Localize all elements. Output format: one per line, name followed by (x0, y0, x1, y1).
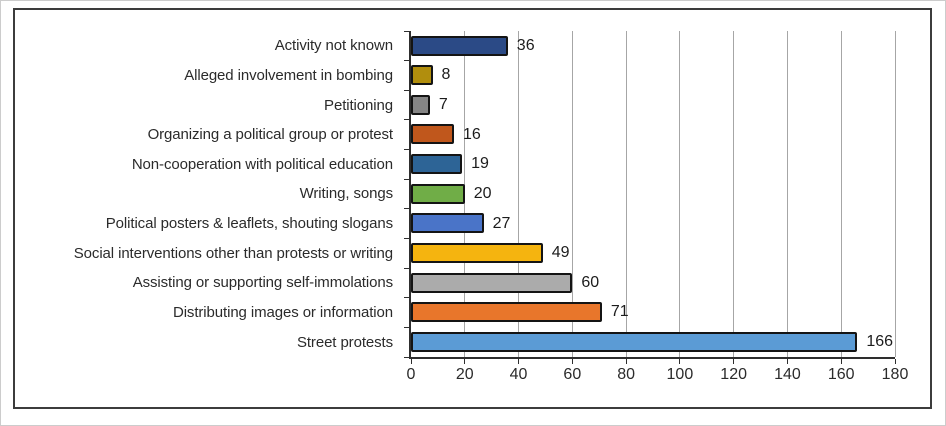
y-axis-tick (404, 237, 409, 239)
bar-row: 36 (411, 31, 895, 61)
y-axis-tick (404, 267, 409, 269)
category-label: Alleged involvement in bombing (184, 66, 393, 84)
x-tick-label-100: 100 (666, 366, 694, 383)
bar-row: 27 (411, 209, 895, 239)
x-tick-label-120: 120 (720, 366, 748, 383)
bar-chart-frame: Activity not known Alleged involvement in… (13, 8, 932, 409)
y-axis-tick (404, 60, 409, 62)
plot-area: 0 20 40 60 80 100 120 140 160 180 36 8 7 16 19 20 27 49 60… (404, 30, 908, 383)
bar-row: 60 (411, 268, 895, 298)
x-tick-label-80: 80 (617, 366, 636, 383)
bar-petitioning (411, 94, 430, 115)
bar-row: 20 (411, 179, 895, 209)
bar-activity-not-known (411, 35, 508, 56)
y-axis-tick (404, 149, 409, 151)
x-axis-tick-80 (625, 359, 627, 364)
bar-social-interventions-other-than-protests-or-writing (411, 242, 543, 263)
y-axis-tick (404, 30, 409, 32)
bar-street-protests (411, 331, 858, 352)
bar-row: 49 (411, 238, 895, 268)
category-label: Writing, songs (299, 185, 393, 203)
bar-writing-songs (411, 183, 465, 204)
gridline-60 (571, 31, 573, 357)
category-label: Distributing images or information (172, 303, 393, 321)
y-axis-tick (404, 356, 409, 358)
bar-value-label: 8 (441, 66, 451, 84)
y-axis-tick (404, 326, 409, 328)
x-tick-label-180: 180 (881, 366, 909, 383)
bar-organizing-a-political-group-or-protest (411, 124, 455, 145)
bar-row: 71 (411, 298, 895, 328)
gridline-20 (464, 31, 466, 357)
bar-value-label: 27 (492, 214, 511, 232)
gridline-180 (894, 31, 896, 357)
bar-value-label: 49 (551, 244, 570, 262)
gridline-140 (786, 31, 788, 357)
bar-value-label: 16 (463, 125, 481, 143)
bar-distributing-images-or-information (411, 302, 602, 323)
x-axis-tick-140 (786, 359, 788, 364)
category-label: Organizing a political group or protest (147, 126, 394, 144)
category-label: Petitioning (324, 96, 393, 114)
bar-value-label: 60 (581, 273, 600, 291)
bar-value-label: 19 (471, 155, 489, 173)
bar-value-label: 166 (866, 333, 894, 351)
bar-alleged-involvement-in-bombing (411, 65, 433, 86)
category-label: Assisting or supporting self-immolations (132, 274, 393, 292)
x-axis-tick-20 (464, 359, 466, 364)
bar-political-posters-leaflets-shouting-slogans (411, 213, 484, 234)
x-tick-label-140: 140 (774, 366, 801, 383)
category-label: Activity not known (274, 37, 393, 55)
x-axis-tick-40 (518, 359, 520, 364)
y-axis-tick (404, 297, 409, 299)
bar-assisting-or-supporting-self-immolations (411, 272, 573, 293)
bar-row: 166 (411, 327, 895, 357)
gridline-100 (679, 31, 681, 357)
x-axis-tick-160 (840, 359, 842, 364)
x-tick-label-20: 20 (455, 366, 474, 383)
bar-value-label: 20 (473, 184, 492, 202)
category-label: Street protests (296, 333, 393, 351)
bar-row: 16 (411, 120, 895, 150)
bar-non-cooperation-with-political-education (411, 154, 463, 174)
category-label: Social interventions other than protests… (73, 244, 393, 262)
x-tick-label-60: 60 (563, 366, 582, 383)
x-tick-label-160: 160 (827, 366, 855, 383)
gridline-160 (840, 31, 842, 357)
x-axis-tick-0 (410, 359, 412, 364)
x-tick-label-0: 0 (406, 366, 416, 383)
gridline-120 (733, 31, 735, 357)
y-axis-tick (404, 119, 409, 121)
bar-value-label: 71 (610, 303, 629, 321)
x-tick-label-40: 40 (509, 366, 528, 383)
y-axis-tick (404, 208, 409, 210)
gridline-40 (518, 31, 520, 357)
y-axis-tick (404, 89, 409, 91)
x-axis-tick-120 (733, 359, 735, 364)
x-axis-tick-180 (894, 359, 896, 364)
bar-value-label: 36 (516, 36, 535, 54)
bar-row: 19 (411, 150, 895, 180)
category-label: Political posters & leaflets, shouting s… (105, 215, 393, 233)
category-axis-labels: Activity not known Alleged involvement in… (15, 31, 401, 357)
x-axis-tick-100 (679, 359, 681, 364)
x-axis-tick-60 (571, 359, 573, 364)
bar-value-label: 7 (438, 96, 448, 114)
y-axis-tick (404, 178, 409, 180)
bar-row: 8 (411, 61, 895, 91)
category-label: Non-cooperation with political education (131, 155, 393, 173)
gridline-80 (625, 31, 627, 357)
bar-row: 7 (411, 90, 895, 120)
